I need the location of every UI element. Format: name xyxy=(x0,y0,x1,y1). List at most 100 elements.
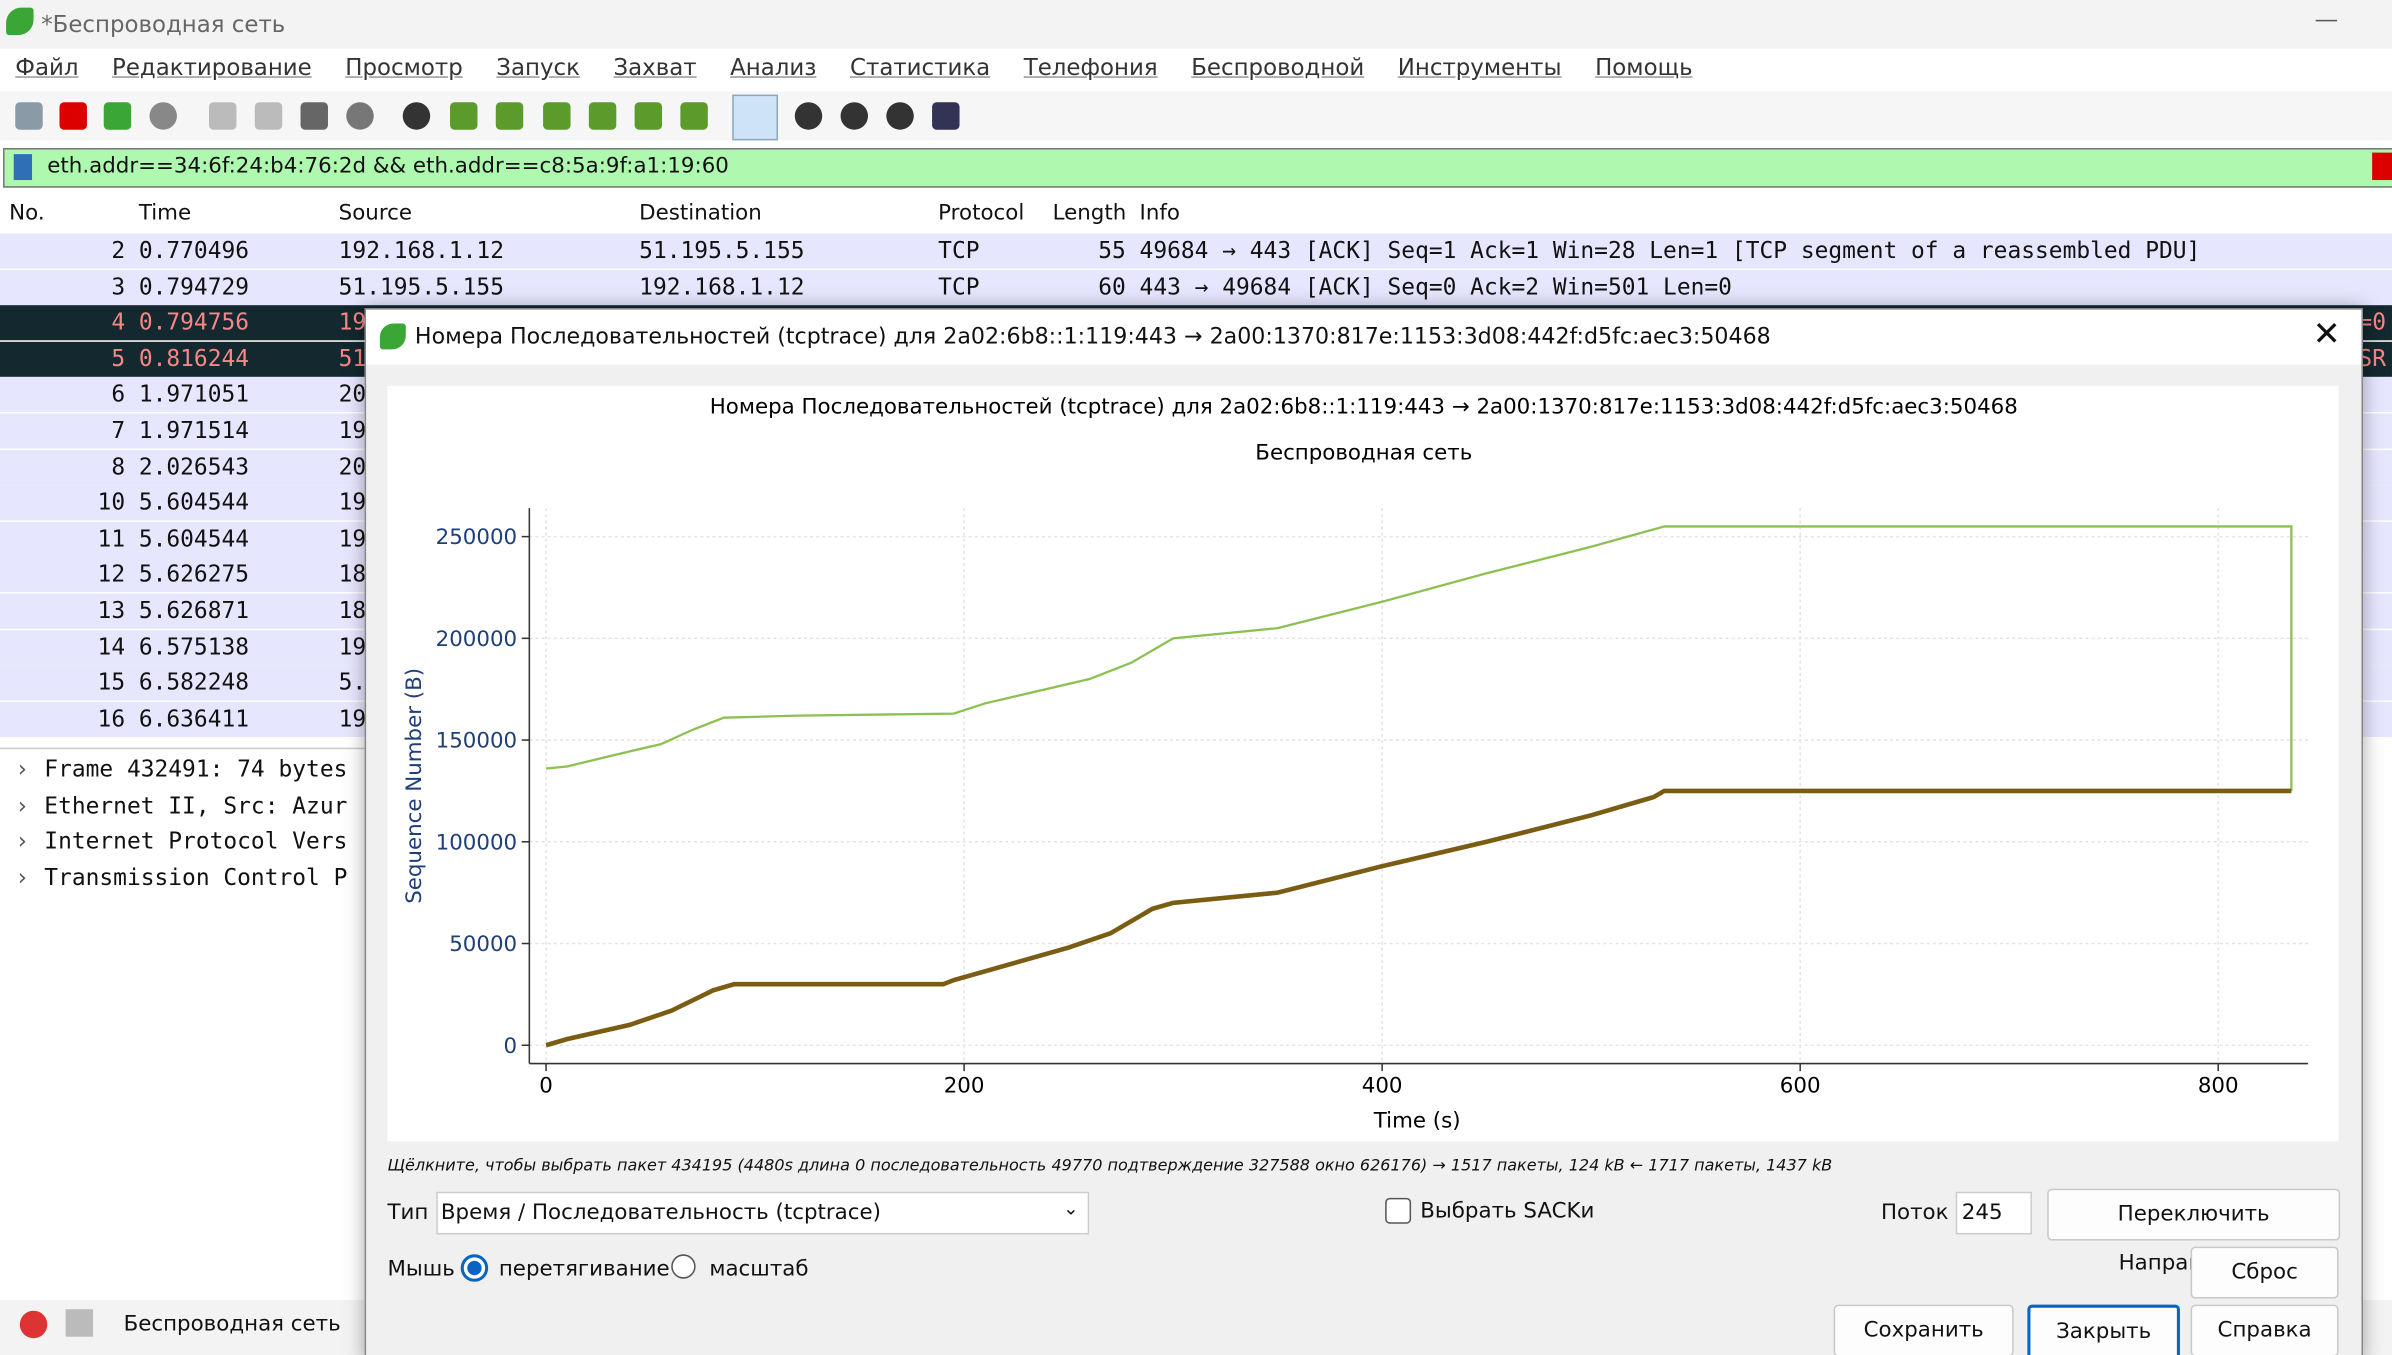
detail-text: Ethernet II, Src: Azur xyxy=(44,791,348,819)
close-button[interactable]: Закрыть xyxy=(2027,1304,2180,1355)
reset-button[interactable]: Сброс xyxy=(2190,1246,2339,1299)
cell-time: 6.636411 xyxy=(138,704,250,733)
toolbar xyxy=(0,91,2392,141)
tool-icon[interactable] xyxy=(588,102,617,130)
radio-zoom[interactable] xyxy=(671,1254,696,1279)
minimize[interactable] xyxy=(2315,19,2338,22)
menu-item[interactable]: Файл xyxy=(15,53,79,81)
tool-icon[interactable] xyxy=(543,102,571,130)
close-x[interactable]: ✕ xyxy=(2312,315,2341,355)
detail-item[interactable]: › Internet Protocol Vers xyxy=(15,827,347,854)
column-title: Destination xyxy=(639,201,762,226)
packet-row[interactable]: 3 0.794729 51.195.5.155 192.168.1.12 TCP 60 44… xyxy=(0,269,2392,305)
tool-toggle[interactable] xyxy=(732,94,779,141)
stream-label: Поток xyxy=(1880,1200,1949,1226)
expander: › xyxy=(15,863,30,891)
dialog-icon xyxy=(379,323,406,350)
column-title: Info xyxy=(1139,201,1180,226)
menu-item[interactable]: Анализ xyxy=(730,53,817,81)
cell-length: 55 xyxy=(1098,236,1126,264)
detail-item[interactable]: › Ethernet II, Src: Azur xyxy=(15,791,347,818)
dialog-title: Номера Последовательностей (tcptrace) дл… xyxy=(414,325,1771,350)
status-text: Беспроводная сеть xyxy=(123,1312,341,1337)
menu-item[interactable]: Запуск xyxy=(496,53,580,81)
capture-status[interactable] xyxy=(19,1310,48,1339)
tool-icon[interactable] xyxy=(886,102,914,130)
title-bar: *Беспроводная сеть xyxy=(0,0,2392,49)
comment-icon[interactable] xyxy=(65,1309,94,1337)
cell-time: 1.971514 xyxy=(138,416,250,445)
y-tick-label: 50000 xyxy=(449,932,517,957)
window-title: *Беспроводная сеть xyxy=(41,10,286,39)
tool-icon[interactable] xyxy=(495,102,524,130)
detail-text: Internet Protocol Vers xyxy=(44,827,348,855)
tool-icon[interactable] xyxy=(15,102,43,130)
tool-icon[interactable] xyxy=(103,102,132,130)
cell-source: 20 xyxy=(338,452,367,481)
y-tick-label: 250000 xyxy=(436,525,517,550)
save-button[interactable]: Сохранить Как... xyxy=(1833,1304,2014,1355)
cell-info: 443 → 49684 [ACK] Seq=0 Ack=2 Win=501 Le… xyxy=(1139,272,1732,300)
tool-icon[interactable] xyxy=(794,102,823,130)
cell-protocol: TCP xyxy=(938,236,980,264)
cell-no: 13 xyxy=(97,596,126,625)
radio-drag[interactable] xyxy=(460,1254,489,1282)
menu-item[interactable]: Редактирование xyxy=(112,53,312,81)
tool-icon[interactable] xyxy=(149,102,177,130)
menu-item[interactable]: Инструменты xyxy=(1397,53,1562,81)
menu-item[interactable]: Помощь xyxy=(1595,53,1693,81)
tool-icon[interactable] xyxy=(634,102,663,130)
tool-icon[interactable] xyxy=(59,102,87,130)
sack-label: Выбрать SACKи xyxy=(1420,1199,1595,1224)
stream-spinner[interactable]: 245 xyxy=(1955,1191,2032,1235)
bookmark-icon[interactable] xyxy=(13,154,33,181)
tool-icon[interactable] xyxy=(346,102,374,130)
menu-item[interactable]: Телефония xyxy=(1023,53,1158,81)
cell-info: 49684 → 443 [ACK] Seq=1 Ack=1 Win=28 Len… xyxy=(1139,236,2201,264)
column-title: Protocol xyxy=(938,201,1025,226)
tool-icon[interactable] xyxy=(402,102,431,130)
y-tick-label: 100000 xyxy=(436,830,517,855)
column-title: No. xyxy=(9,201,45,226)
tool-icon[interactable] xyxy=(208,102,237,130)
menu-item[interactable]: Беспроводной xyxy=(1191,53,1365,81)
switch-button[interactable]: Переключить Направление xyxy=(2047,1188,2341,1276)
packet-row[interactable]: 2 0.770496 192.168.1.12 51.195.5.155 TCP 55 49… xyxy=(0,233,2392,269)
mouse-label: Мышь xyxy=(387,1257,455,1282)
cell-time: 5.604544 xyxy=(138,524,250,553)
cell-no: 7 xyxy=(111,416,126,445)
menu-item[interactable]: Просмотр xyxy=(345,53,463,81)
x-tick-label: 800 xyxy=(2198,1074,2239,1099)
tool-icon[interactable] xyxy=(450,102,478,130)
tool-icon[interactable] xyxy=(840,102,869,130)
tool-icon[interactable] xyxy=(254,102,283,130)
menu-item[interactable]: Статистика xyxy=(850,53,991,81)
series-line xyxy=(545,525,2293,791)
app-icon xyxy=(6,7,34,36)
menu-item[interactable]: Захват xyxy=(613,53,697,81)
cell-no: 8 xyxy=(111,452,126,481)
column-header: No. Time Source Destination Protocol Length In… xyxy=(0,194,2392,235)
dialog-title-bar: Номера Последовательностей (tcptrace) дл… xyxy=(366,309,2362,365)
cell-no: 3 xyxy=(111,272,126,300)
type-select[interactable]: Время / Последовательность (tcptrace) ⌄ xyxy=(436,1191,1090,1235)
help-button[interactable]: Справка xyxy=(2190,1304,2339,1355)
cell-no: 5 xyxy=(111,344,126,373)
detail-item[interactable]: › Transmission Control P xyxy=(15,863,347,890)
detail-item[interactable]: › Frame 432491: 74 bytes xyxy=(15,755,347,782)
cell-time: 6.582248 xyxy=(138,668,250,697)
display-filter[interactable]: eth.addr==34:6f:24:b4:76:2d && eth.addr=… xyxy=(3,148,2392,188)
x-tick-label: 400 xyxy=(1362,1074,1403,1099)
type-value: Время / Последовательность (tcptrace) xyxy=(440,1200,882,1226)
detail-text: Transmission Control P xyxy=(44,863,348,891)
cell-destination: 192.168.1.12 xyxy=(639,272,805,300)
cell-source: 19 xyxy=(338,524,367,553)
tool-icon[interactable] xyxy=(300,102,328,130)
chart[interactable]: Номера Последовательностей (tcptrace) дл… xyxy=(387,386,2339,1142)
dropdown-arrow: ⌄ xyxy=(1063,1197,1079,1220)
tool-icon[interactable] xyxy=(932,102,960,130)
tool-icon[interactable] xyxy=(680,102,708,130)
clear-filter[interactable] xyxy=(2372,152,2392,181)
sack-checkbox[interactable] xyxy=(1385,1197,1412,1224)
